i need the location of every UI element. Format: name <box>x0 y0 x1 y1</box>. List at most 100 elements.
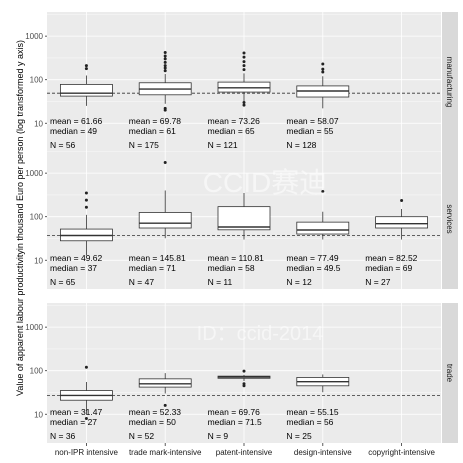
mean-annotation: mean = 77.49 <box>286 253 338 263</box>
box-iqr <box>296 221 350 235</box>
outlier-point <box>84 205 88 209</box>
box-iqr <box>375 216 429 229</box>
mean-annotation: mean = 73.26 <box>208 116 260 126</box>
median-annotation: median = 69 <box>365 263 412 273</box>
outlier-point <box>400 199 404 203</box>
outlier-point <box>84 365 88 369</box>
mean-annotation: mean = 52.33 <box>129 407 181 417</box>
facet-strip <box>442 303 458 443</box>
outlier-point <box>163 161 167 165</box>
n-annotation: N = 11 <box>208 277 233 287</box>
y-tick-label: 10 <box>34 256 43 265</box>
outlier-point <box>163 69 167 73</box>
median-annotation: median = 50 <box>129 417 176 427</box>
facet-strip <box>442 149 458 289</box>
outlier-point <box>163 106 167 110</box>
outlier-point <box>242 68 246 72</box>
outlier-point <box>84 67 88 71</box>
outlier-point <box>84 416 88 420</box>
outlier-point <box>321 62 325 66</box>
y-axis-title: Value of apparent labour productivityin … <box>15 40 25 396</box>
mean-annotation: mean = 58.07 <box>286 116 338 126</box>
outlier-point <box>163 66 167 70</box>
n-annotation: N = 128 <box>286 140 316 150</box>
mean-annotation: mean = 145.81 <box>129 253 186 263</box>
outlier-point <box>163 51 167 55</box>
facet-strip-label: manufacturing <box>445 57 454 108</box>
mean-annotation: mean = 31.47 <box>50 407 102 417</box>
facet-strip <box>442 12 458 152</box>
x-tick-label: non-IPR intensive <box>55 448 119 457</box>
mean-annotation: mean = 82.52 <box>365 253 417 263</box>
facet-strip-label: trade <box>445 364 454 383</box>
mean-annotation: mean = 110.81 <box>208 253 265 263</box>
n-annotation: N = 27 <box>365 277 391 287</box>
outlier-point <box>242 55 246 59</box>
outlier-point <box>84 191 88 195</box>
outlier-point <box>242 382 246 386</box>
box-iqr <box>138 212 192 229</box>
n-annotation: N = 52 <box>129 431 155 441</box>
median-annotation: median = 27 <box>50 417 97 427</box>
outlier-point <box>321 70 325 74</box>
n-annotation: N = 9 <box>208 431 229 441</box>
watermark-text: CCID赛迪 <box>203 167 327 198</box>
y-tick-label: 100 <box>30 76 44 85</box>
box-iqr <box>217 206 271 231</box>
n-annotation: N = 25 <box>286 431 312 441</box>
median-annotation: median = 58 <box>208 263 255 273</box>
outlier-point <box>321 189 325 193</box>
x-tick-label: patent-intensive <box>216 448 273 457</box>
outlier-point <box>84 64 88 68</box>
y-tick-label: 1000 <box>25 32 43 41</box>
outlier-point <box>242 51 246 55</box>
mean-annotation: mean = 69.78 <box>129 116 181 126</box>
n-annotation: N = 121 <box>208 140 238 150</box>
outlier-point <box>163 57 167 61</box>
n-annotation: N = 65 <box>50 277 76 287</box>
y-tick-label: 1000 <box>25 323 43 332</box>
n-annotation: N = 36 <box>50 431 76 441</box>
outlier-point <box>163 54 167 58</box>
y-tick-label: 10 <box>34 119 43 128</box>
n-annotation: N = 175 <box>129 140 159 150</box>
median-annotation: median = 71.5 <box>208 417 262 427</box>
box-iqr <box>217 81 271 93</box>
mean-annotation: mean = 69.76 <box>208 407 260 417</box>
outlier-point <box>242 100 246 104</box>
y-tick-label: 100 <box>30 213 44 222</box>
n-annotation: N = 12 <box>286 277 312 287</box>
mean-annotation: mean = 49.62 <box>50 253 102 263</box>
median-annotation: median = 71 <box>129 263 176 273</box>
median-annotation: median = 49.5 <box>286 263 340 273</box>
n-annotation: N = 56 <box>50 140 76 150</box>
x-tick-label: trade mark-intensive <box>129 448 202 457</box>
box-iqr <box>138 378 192 388</box>
x-axis: non-IPR intensive trade mark-intensive pat… <box>55 443 435 457</box>
x-tick-label: copyright-intensive <box>368 448 435 457</box>
outlier-point <box>163 403 167 407</box>
outlier-point <box>242 60 246 64</box>
y-tick-label: 10 <box>34 410 43 419</box>
mean-annotation: mean = 55.15 <box>286 407 338 417</box>
outlier-point <box>242 369 246 373</box>
n-annotation: N = 47 <box>129 277 155 287</box>
mean-annotation: mean = 61.66 <box>50 116 102 126</box>
median-annotation: median = 61 <box>129 126 176 136</box>
